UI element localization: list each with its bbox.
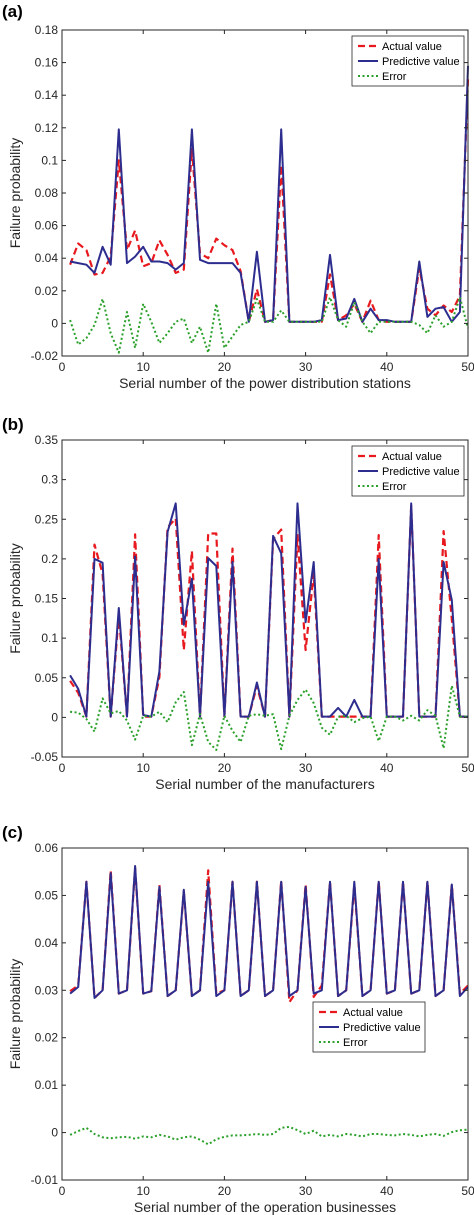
x-tick-label: 30: [299, 761, 313, 775]
axes-box: [61, 847, 469, 1181]
y-axis-label: Failure probability: [7, 138, 23, 249]
y-tick-label: 0.06: [35, 219, 59, 233]
y-tick-label: 0.15: [35, 592, 59, 606]
y-tick-label: 0: [51, 1126, 58, 1140]
y-tick-label: 0.12: [35, 121, 59, 135]
y-tick-label: 0: [51, 316, 58, 330]
y-tick-label: 0.02: [35, 284, 59, 298]
panel-label: (b): [2, 415, 24, 434]
x-tick-label: 20: [218, 360, 232, 374]
y-tick-label: 0.04: [35, 936, 59, 950]
legend-entry: Error: [343, 1037, 368, 1049]
y-tick-label: 0: [51, 710, 58, 724]
x-axis-label: Serial number of the operation businesse…: [134, 1199, 396, 1215]
legend: Actual value Predictive value Error: [351, 445, 465, 497]
legend-entry: Error: [382, 481, 407, 493]
y-tick-label: 0.05: [35, 671, 59, 685]
y-axis-label: Failure probability: [7, 959, 23, 1070]
x-tick-label: 50: [461, 1184, 474, 1198]
x-axis-label: Serial number of the power distribution …: [119, 375, 411, 391]
x-tick-label: 10: [137, 1184, 151, 1198]
x-tick-label: 0: [59, 360, 66, 374]
series-line-predictive-value: [69, 502, 468, 718]
x-tick-label: 0: [59, 761, 66, 775]
y-tick-label: -0.02: [31, 349, 59, 363]
legend-entry: Predictive value: [343, 1022, 421, 1034]
legend: Actual value Predictive value Error: [351, 35, 465, 87]
legend-entry: Actual value: [382, 41, 442, 53]
x-tick-label: 20: [218, 1184, 232, 1198]
x-tick-label: 20: [218, 761, 232, 775]
series-line-error: [70, 684, 468, 751]
y-axis-label: Failure probability: [7, 543, 23, 654]
chart-panel-1: (b)0 10 20 30 40 50-0.0500.050.10.150.20.250.…: [2, 415, 474, 792]
x-tick-label: 30: [299, 360, 313, 374]
x-tick-label: 40: [380, 360, 394, 374]
legend-entry: Predictive value: [382, 56, 460, 68]
x-tick-label: 50: [461, 360, 474, 374]
x-tick-label: 40: [380, 761, 394, 775]
x-tick-label: 50: [461, 761, 474, 775]
x-tick-label: 30: [299, 1184, 313, 1198]
y-tick-label: 0.03: [35, 983, 59, 997]
y-tick-label: 0.2: [41, 552, 58, 566]
y-tick-label: 0.35: [35, 433, 59, 447]
legend-entry: Error: [382, 71, 407, 83]
legend-entry: Actual value: [343, 1007, 403, 1019]
y-tick-label: 0.1: [41, 153, 58, 167]
y-tick-label: 0.06: [35, 841, 59, 855]
y-tick-label: -0.05: [31, 750, 59, 764]
series-line-predictive-value: [69, 865, 469, 999]
legend: Actual value Predictive value Error: [312, 1001, 426, 1053]
x-axis-label: Serial number of the manufacturers: [155, 776, 374, 792]
x-tick-label: 10: [137, 761, 151, 775]
x-tick-label: 0: [59, 1184, 66, 1198]
panel-label: (c): [2, 823, 23, 842]
x-tick-label: 10: [137, 360, 151, 374]
y-tick-label: 0.02: [35, 1031, 59, 1045]
legend-entry: Actual value: [382, 451, 442, 463]
chart-panel-0: (a)0 10 20 30 40 50-0.0200.020.040.060.080.10…: [2, 2, 474, 391]
chart-panel-2: (c)0 10 20 30 40 50-0.0100.010.020.030.040.05…: [2, 823, 474, 1215]
y-tick-label: 0.16: [35, 56, 59, 70]
series-line-error: [69, 296, 469, 354]
y-tick-label: 0.01: [35, 1078, 59, 1092]
panel-label: (a): [2, 2, 23, 21]
y-tick-label: 0.04: [35, 251, 59, 265]
y-tick-label: 0.1: [41, 631, 58, 645]
y-tick-label: 0.08: [35, 186, 59, 200]
y-tick-label: 0.18: [35, 23, 59, 37]
y-tick-label: -0.01: [31, 1173, 59, 1187]
y-tick-label: 0.25: [35, 512, 59, 526]
x-tick-label: 40: [380, 1184, 394, 1198]
y-tick-label: 0.14: [35, 88, 59, 102]
y-tick-label: 0.05: [35, 888, 59, 902]
legend-entry: Predictive value: [382, 466, 460, 478]
y-tick-label: 0.3: [41, 473, 58, 487]
